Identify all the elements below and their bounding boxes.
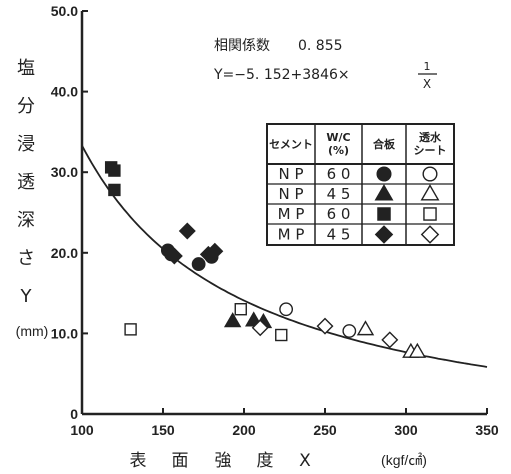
data-point-triangle-open: [408, 342, 427, 358]
data-point-diamond-filled: [206, 242, 224, 260]
legend-cement: M P: [278, 205, 305, 223]
y-tick-label: 10.0: [51, 325, 78, 341]
legend-marker-triangle-filled: [374, 184, 394, 201]
y-axis-unit: (mm): [16, 323, 49, 339]
equation-text: Y=−5. 152+3846×: [213, 67, 350, 83]
legend-wc: 6 0: [327, 165, 351, 183]
data-point-square-filled: [108, 183, 121, 197]
legend-marker-diamond-filled: [374, 225, 394, 244]
legend-marker-triangle-open: [420, 184, 440, 201]
equation-numerator: 1: [424, 60, 431, 73]
data-point-triangle-open: [356, 320, 375, 336]
legend-header: W/C (%): [326, 131, 350, 157]
data-point-square-filled: [108, 164, 121, 177]
x-axis-unit: (kgf/㎠): [381, 452, 427, 468]
legend-marker-circle-filled: [376, 166, 392, 182]
equation-denominator: X: [423, 77, 431, 91]
x-axis-label-char: 度: [257, 451, 274, 471]
y-axis-label-char: 透: [17, 172, 35, 193]
data-point-circle-open: [279, 302, 294, 317]
legend-marker-diamond-open: [420, 225, 440, 244]
legend-marker-square-open: [423, 207, 437, 221]
y-tick-label: 50.0: [51, 3, 78, 19]
legend-cement: N P: [278, 185, 303, 203]
x-axis-label-char: 表: [130, 451, 147, 471]
y-axis-label-char: 深: [17, 210, 35, 231]
legend-wc: 4 5: [327, 185, 351, 203]
x-tick-label: 150: [151, 422, 175, 438]
x-tick-label: 300: [394, 422, 418, 438]
legend-marker-circle-open: [422, 166, 438, 182]
x-axis-label-char: X: [299, 451, 311, 471]
y-tick-label: 20.0: [51, 245, 78, 261]
data-point-square-open: [275, 328, 288, 342]
legend-wc: 4 5: [327, 226, 351, 244]
legend-wc: 6 0: [327, 205, 351, 223]
correlation-label: 相関係数: [214, 38, 270, 54]
x-tick-label: 200: [232, 422, 256, 438]
data-point-diamond-open: [251, 319, 269, 337]
y-tick-label: 0: [70, 406, 78, 422]
data-point-square-open: [124, 323, 137, 336]
data-point-circle-filled: [191, 257, 206, 271]
y-axis-label-char: さ: [17, 248, 35, 269]
data-point-square-open: [234, 303, 247, 316]
x-axis-label-char: 強: [215, 451, 232, 471]
legend-cement: M P: [278, 226, 305, 244]
y-axis-label-char: 浸: [17, 134, 35, 155]
y-tick-label: 30.0: [51, 164, 78, 180]
x-tick-label: 250: [313, 422, 337, 438]
legend-header: 合板: [373, 137, 396, 151]
legend-header: 透水シート: [414, 130, 447, 157]
y-axis-label-char: 分: [17, 96, 35, 117]
data-point-diamond-open: [381, 331, 399, 349]
data-point-diamond-open: [316, 317, 334, 335]
y-axis-label-char: Y: [20, 286, 33, 307]
data-point-diamond-filled: [178, 222, 196, 240]
y-tick-label: 40.0: [51, 84, 78, 100]
x-tick-label: 100: [70, 422, 94, 438]
x-tick-label: 350: [475, 422, 499, 438]
x-axis-label-char: 面: [172, 451, 189, 471]
legend-marker-square-filled: [377, 207, 391, 221]
data-point-triangle-filled: [223, 312, 242, 328]
data-point-circle-open: [342, 324, 357, 338]
data-point-diamond-filled: [165, 247, 183, 265]
legend-header: セメント: [269, 138, 313, 151]
y-axis-label-char: 塩: [17, 58, 35, 79]
correlation-value: 0. 855: [298, 38, 343, 54]
legend-cement: N P: [278, 165, 303, 183]
